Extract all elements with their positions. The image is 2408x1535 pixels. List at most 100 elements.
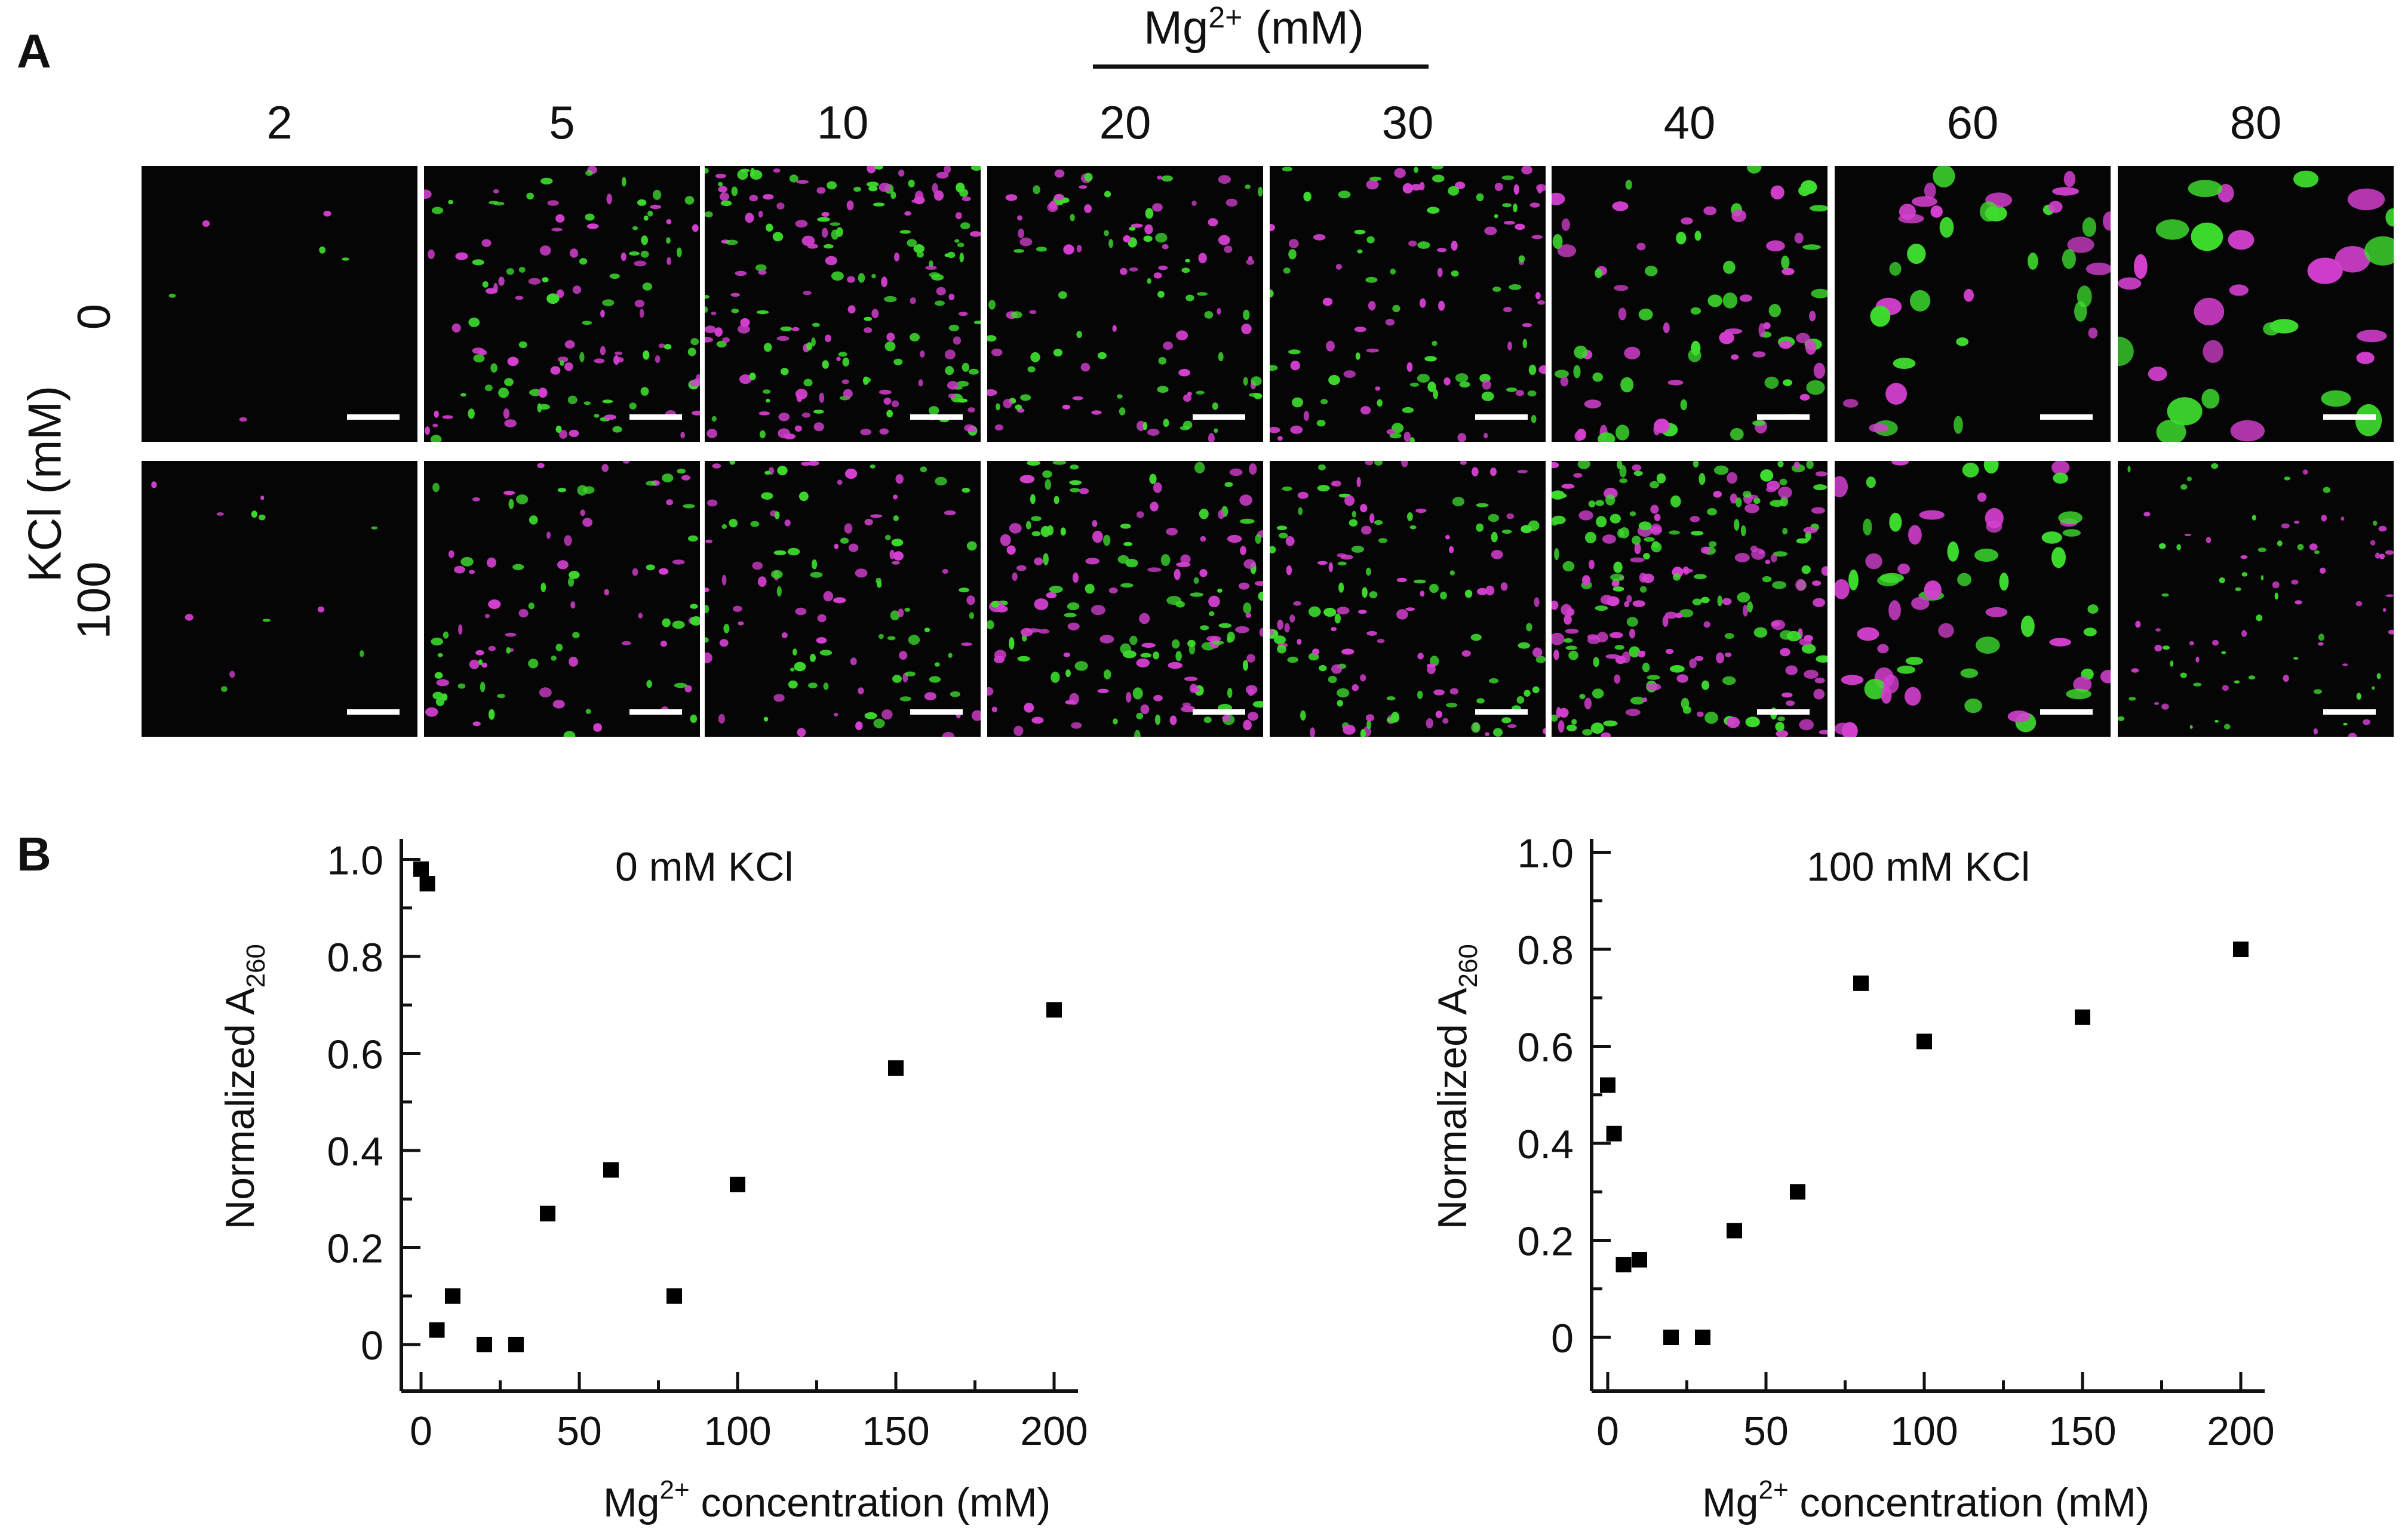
data-point [1663,1330,1679,1345]
scale-bar [1757,414,1810,420]
x-tick-label: 200 [2207,1408,2274,1454]
data-point [1606,1125,1622,1142]
y-axis-label: Normalized A260 [217,944,271,1229]
y-tick-label: 0.2 [1517,1219,1574,1265]
scale-bar [1475,709,1528,715]
micrograph-kcl100-mg80 [2118,461,2394,737]
mg-title-rest: (mM) [1242,1,1364,54]
chart-title: 100 mM KCl [1807,844,2030,890]
column-label-60: 60 [1946,96,1999,149]
x-tick-label: 100 [704,1408,771,1454]
micrograph-kcl0-mg30 [1270,166,1546,442]
micrograph-kcl100-mg30 [1270,461,1546,737]
y-tick-label: 1.0 [327,838,383,884]
x-tick-label: 100 [1890,1408,1958,1454]
scale-bar [2040,414,2093,420]
data-point [2233,942,2249,957]
micrograph-kcl0-mg20 [987,166,1263,442]
column-label-10: 10 [816,96,869,149]
x-tick-label: 0 [1596,1408,1619,1454]
scale-bar [1193,414,1245,420]
micrograph-kcl100-mg5 [424,461,700,737]
y-tick-label: 1.0 [1517,831,1574,876]
data-point [2075,1009,2090,1025]
data-point [1046,1002,1062,1018]
y-tick-label: 0.4 [327,1129,383,1174]
scale-bar [2040,709,2093,715]
y-tick-label: 0.8 [327,935,383,980]
x-axis-label: Mg2+ concentration (mM) [1702,1475,2149,1525]
x-tick-label: 200 [1020,1408,1088,1454]
micrograph-kcl0-mg10 [705,166,981,442]
scale-bar [2323,414,2376,420]
data-point [1727,1223,1742,1239]
data-point [888,1060,904,1076]
mg-title-rule [1093,64,1429,69]
x-axis-label: Mg2+ concentration (mM) [603,1475,1051,1525]
micrograph-kcl0-mg60 [1835,166,2111,442]
x-tick-label: 50 [1743,1408,1789,1454]
micrograph-kcl100-mg40 [1552,461,1828,737]
mg-column-axis-title: Mg2+ (mM) [1144,0,1364,55]
data-point [1853,975,1869,991]
y-axis-label: Normalized A260 [1430,944,1483,1229]
data-point [603,1162,619,1178]
mg-title-sup: 2+ [1208,1,1243,34]
scale-bar [347,414,400,420]
scale-bar [1193,709,1245,715]
scale-bar [629,414,682,420]
data-point [445,1288,460,1304]
micrograph-kcl100-mg2 [142,461,417,737]
data-point [508,1337,524,1352]
scale-bar [910,414,963,420]
column-label-40: 40 [1663,96,1716,149]
x-tick-label: 0 [410,1408,432,1454]
scatter-plot-0mm-kcl: 0 0.2 0.4 0.6 0.8 1.0 0 50 100 150 200 0 mM KCl Mg2+… [217,838,1088,1526]
micrograph-kcl0-mg5 [424,166,700,442]
y-tick-label: 0 [361,1323,383,1368]
micrograph-kcl0-mg40 [1552,166,1828,442]
y-tick-label: 0.2 [327,1226,383,1272]
data-point [413,861,429,877]
scale-bar [1475,414,1528,420]
data-point [1916,1033,1932,1050]
x-tick-label: 150 [862,1408,929,1454]
y-tick-label: 0.4 [1517,1122,1574,1167]
column-label-2: 2 [266,96,293,149]
panel-a-letter: A [17,24,51,78]
data-point [1615,1257,1632,1273]
scale-bar [629,709,682,715]
scale-bar [1757,709,1810,715]
data-point [1632,1252,1647,1268]
y-tick-label: 0 [1551,1316,1574,1361]
micrograph-kcl0-mg80 [2118,166,2394,442]
scale-bar [347,709,400,715]
micrograph-kcl100-mg60 [1835,461,2111,737]
data-point [419,876,435,892]
y-tick-label: 0.6 [327,1032,383,1078]
data-point [730,1176,745,1192]
data-point [429,1322,445,1338]
scale-bar [910,709,963,715]
y-tick-label: 0.6 [1517,1025,1574,1070]
x-tick-label: 150 [2048,1408,2116,1454]
data-point [540,1205,555,1222]
column-label-20: 20 [1099,96,1151,149]
data-point [1600,1077,1615,1093]
panel-b-letter: B [17,828,51,881]
column-label-5: 5 [549,96,575,149]
column-label-80: 80 [2229,96,2282,149]
micrograph-kcl0-mg2 [142,166,417,442]
mg-title-base: Mg [1144,1,1209,54]
scale-bar [2323,709,2376,715]
data-point [1695,1330,1710,1345]
micrograph-kcl100-mg10 [705,461,981,737]
column-label-30: 30 [1381,96,1434,149]
data-point [1790,1184,1805,1200]
micrograph-kcl100-mg20 [987,461,1263,737]
chart-title: 0 mM KCl [615,844,793,890]
data-point [666,1288,682,1304]
x-tick-label: 50 [557,1408,602,1454]
data-point [477,1337,492,1352]
